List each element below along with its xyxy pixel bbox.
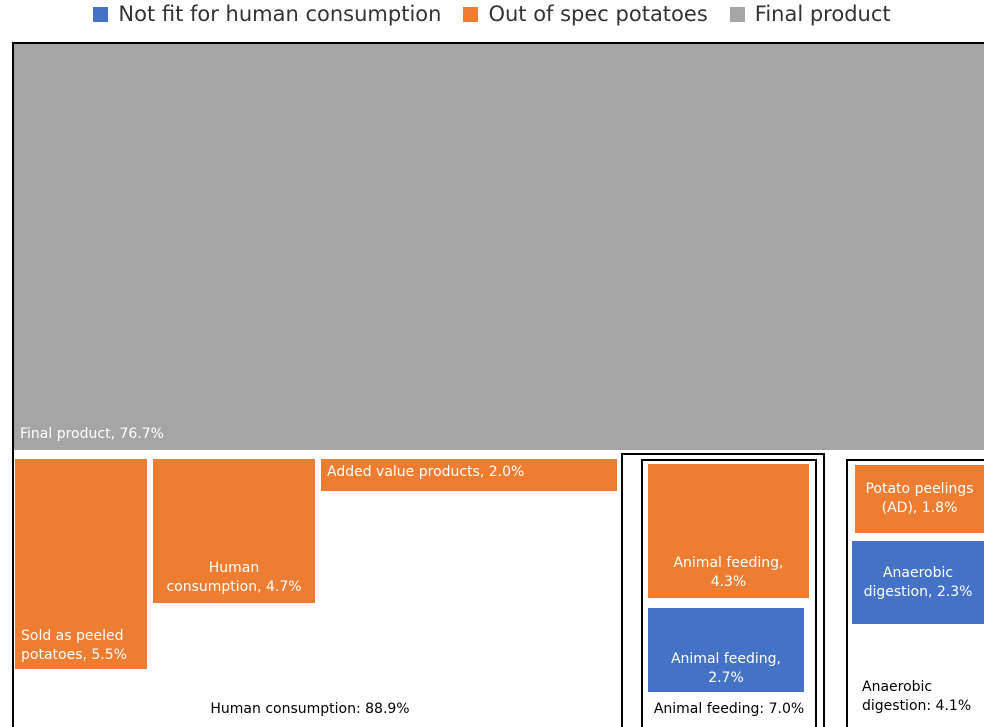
tile: Added value products, 2.0% — [321, 459, 617, 491]
tile: Sold as peeled potatoes, 5.5% — [15, 459, 147, 669]
group-box — [641, 459, 817, 727]
group-label-text: Animal feeding: 7.0% — [653, 701, 805, 717]
tile-label: Added value products, 2.0% — [327, 464, 525, 480]
group-label-text: Human consumption: 88.9% — [210, 701, 410, 717]
legend-label: Out of spec potatoes — [488, 2, 708, 26]
group-box — [621, 453, 825, 727]
group-label: Animal feeding: 7.0% — [641, 700, 817, 719]
tile-label: Animal feeding, 4.3% — [673, 555, 784, 590]
chart-frame — [12, 42, 984, 727]
group-label: Human consumption: 88.9% — [0, 700, 620, 719]
legend-item: Out of spec potatoes — [463, 2, 708, 26]
legend: Not fit for human consumption Out of spec… — [0, 2, 984, 26]
legend-item: Final product — [729, 2, 891, 26]
legend-swatch — [93, 6, 109, 22]
group-box — [846, 459, 984, 727]
tile-label: Final product, 76.7% — [20, 426, 164, 442]
tile: Animal feeding, 2.7% — [648, 608, 804, 692]
tile: Potato peelings (AD), 1.8% — [855, 465, 984, 533]
group-label-text: Anaerobic digestion: 4.1% — [862, 679, 972, 714]
tile: Animal feeding, 4.3% — [648, 464, 809, 598]
legend-swatch — [729, 6, 745, 22]
legend-item: Not fit for human consumption — [93, 2, 441, 26]
legend-label: Not fit for human consumption — [118, 2, 442, 26]
tile-label: Potato peelings (AD), 1.8% — [865, 481, 974, 516]
tile-label: Anaerobic digestion, 2.3% — [863, 564, 973, 600]
tile: Final product, 76.7% — [14, 44, 984, 450]
legend-label: Final product — [754, 2, 891, 26]
tile-label: Sold as peeled potatoes, 5.5% — [21, 628, 127, 663]
tile-label: Human consumption, 4.7% — [166, 560, 302, 595]
legend-swatch — [463, 6, 479, 22]
tile: Human consumption, 4.7% — [153, 459, 315, 603]
tile-label: Animal feeding, 2.7% — [670, 651, 782, 686]
tile: Anaerobic digestion, 2.3% — [852, 541, 984, 624]
group-label: Anaerobic digestion: 4.1% — [862, 678, 982, 716]
